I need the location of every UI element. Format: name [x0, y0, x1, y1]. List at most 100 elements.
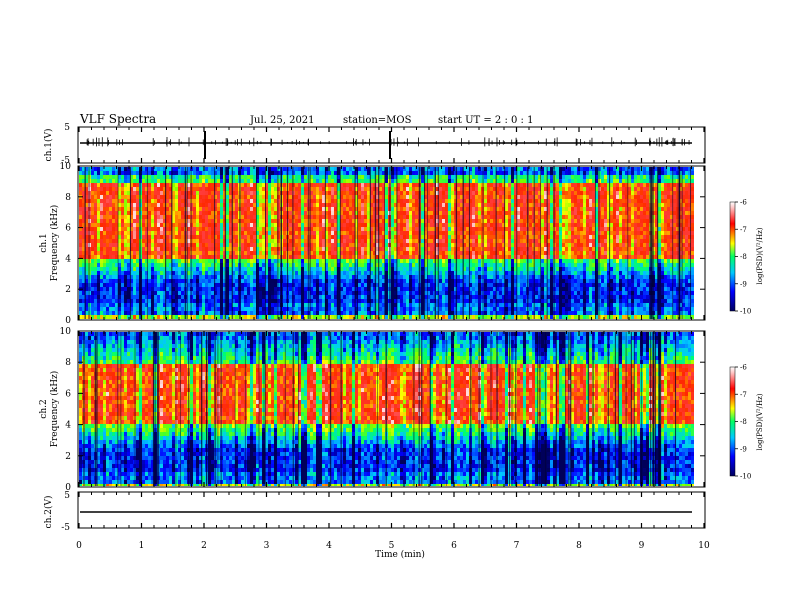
spectrogram-cell — [247, 175, 250, 179]
spectrogram-cell — [343, 223, 346, 227]
spectrogram-cell — [223, 311, 226, 315]
spectrogram-cell — [226, 167, 229, 171]
spectrogram-cell — [82, 251, 85, 255]
spectrogram-cell — [241, 259, 244, 263]
spectrogram-cell — [442, 267, 445, 271]
spectrogram-cell — [430, 191, 433, 195]
spectrogram-cell — [370, 287, 373, 291]
spectrogram-cell — [205, 287, 208, 291]
spectrogram-cell — [436, 299, 439, 303]
spectrogram-cell — [82, 303, 85, 307]
spectrogram-cell — [88, 175, 91, 179]
spectrogram-cell — [403, 215, 406, 219]
spectrogram-cell — [343, 275, 346, 279]
spectrogram-cell — [379, 195, 382, 199]
spectrogram-cell — [442, 239, 445, 243]
spectrogram-cell — [253, 199, 256, 203]
spectrogram-cell — [331, 255, 334, 259]
spectrogram-cell — [172, 267, 175, 271]
spectrogram-cell — [454, 199, 457, 203]
spectrogram-cell — [250, 183, 253, 187]
spectrogram-cell — [373, 187, 376, 191]
spectrogram-cell — [196, 271, 199, 275]
spectrogram-cell — [133, 191, 136, 195]
spectrogram-cell — [433, 287, 436, 291]
spectrogram-cell — [187, 263, 190, 267]
spectrogram-cell — [178, 207, 181, 211]
spectrogram-cell — [256, 203, 259, 207]
spectrogram-cell — [148, 239, 151, 243]
spectrogram-cell — [94, 243, 97, 247]
spectrogram-cell — [97, 311, 100, 315]
spectrogram-cell — [421, 199, 424, 203]
spectrogram-cell — [424, 203, 427, 207]
spectrogram-cell — [172, 239, 175, 243]
spectrogram-cell — [391, 171, 394, 175]
spectrogram-cell — [319, 199, 322, 203]
spectrogram-cell — [217, 311, 220, 315]
spectrogram-cell — [112, 291, 115, 295]
spectrogram-cell — [349, 239, 352, 243]
spectrogram-cell — [241, 271, 244, 275]
spectrogram-cell — [313, 179, 316, 183]
spectrogram-cell — [202, 295, 205, 299]
spectrogram-cell — [340, 259, 343, 263]
spectrogram-cell — [382, 175, 385, 179]
spectrogram-cell — [166, 239, 169, 243]
spectrogram-cell — [325, 255, 328, 259]
spectrogram-cell — [340, 219, 343, 223]
spectrogram-cell — [82, 299, 85, 303]
spectrogram-cell — [136, 271, 139, 275]
spectrogram-cell — [97, 247, 100, 251]
spectrogram-cell — [118, 175, 121, 179]
spectrogram-cell — [211, 231, 214, 235]
spectrogram-cell — [331, 207, 334, 211]
spectrogram-cell — [310, 259, 313, 263]
spectrogram-cell — [415, 175, 418, 179]
spectrogram-cell — [226, 307, 229, 311]
spectrogram-cell — [199, 211, 202, 215]
spectrogram-cell — [292, 315, 295, 319]
spectrogram-cell — [415, 235, 418, 239]
spectrogram-cell — [337, 299, 340, 303]
spectrogram-cell — [265, 183, 268, 187]
spectrogram-cell — [118, 303, 121, 307]
spectrogram-cell — [391, 191, 394, 195]
spectrogram-cell — [169, 235, 172, 239]
spectrogram-cell — [277, 239, 280, 243]
spectrogram-cell — [391, 303, 394, 307]
spectrogram-cell — [154, 243, 157, 247]
spectrogram-cell — [208, 183, 211, 187]
spectrogram-cell — [226, 223, 229, 227]
spectrogram-cell — [100, 247, 103, 251]
spectrogram-cell — [214, 311, 217, 315]
spectrogram-cell — [310, 275, 313, 279]
spectrogram-cell — [226, 279, 229, 283]
spectrogram-cell — [181, 295, 184, 299]
spectrogram-cell — [277, 267, 280, 271]
spectrogram-cell — [412, 239, 415, 243]
spectrogram-cell — [391, 199, 394, 203]
spectrogram-cell — [202, 199, 205, 203]
spectrogram-cell — [199, 203, 202, 207]
spectrogram-cell — [370, 251, 373, 255]
spectrogram-cell — [145, 259, 148, 263]
spectrogram-cell — [136, 183, 139, 187]
spectrogram-cell — [433, 251, 436, 255]
spectrogram-cell — [406, 291, 409, 295]
spectrogram-cell — [100, 195, 103, 199]
spectrogram-cell — [202, 215, 205, 219]
spectrogram-cell — [304, 239, 307, 243]
spectrogram-cell — [112, 247, 115, 251]
spectrogram-cell — [157, 315, 160, 319]
spectrogram-cell — [427, 259, 430, 263]
spectrogram-cell — [445, 315, 448, 319]
spectrogram-cell — [274, 291, 277, 295]
spectrogram-cell — [409, 271, 412, 275]
spectrogram-cell — [127, 211, 130, 215]
spectrogram-cell — [199, 291, 202, 295]
spectrogram-cell — [391, 287, 394, 291]
spectrogram-cell — [94, 183, 97, 187]
spectrogram-cell — [310, 279, 313, 283]
spectrogram-cell — [436, 171, 439, 175]
